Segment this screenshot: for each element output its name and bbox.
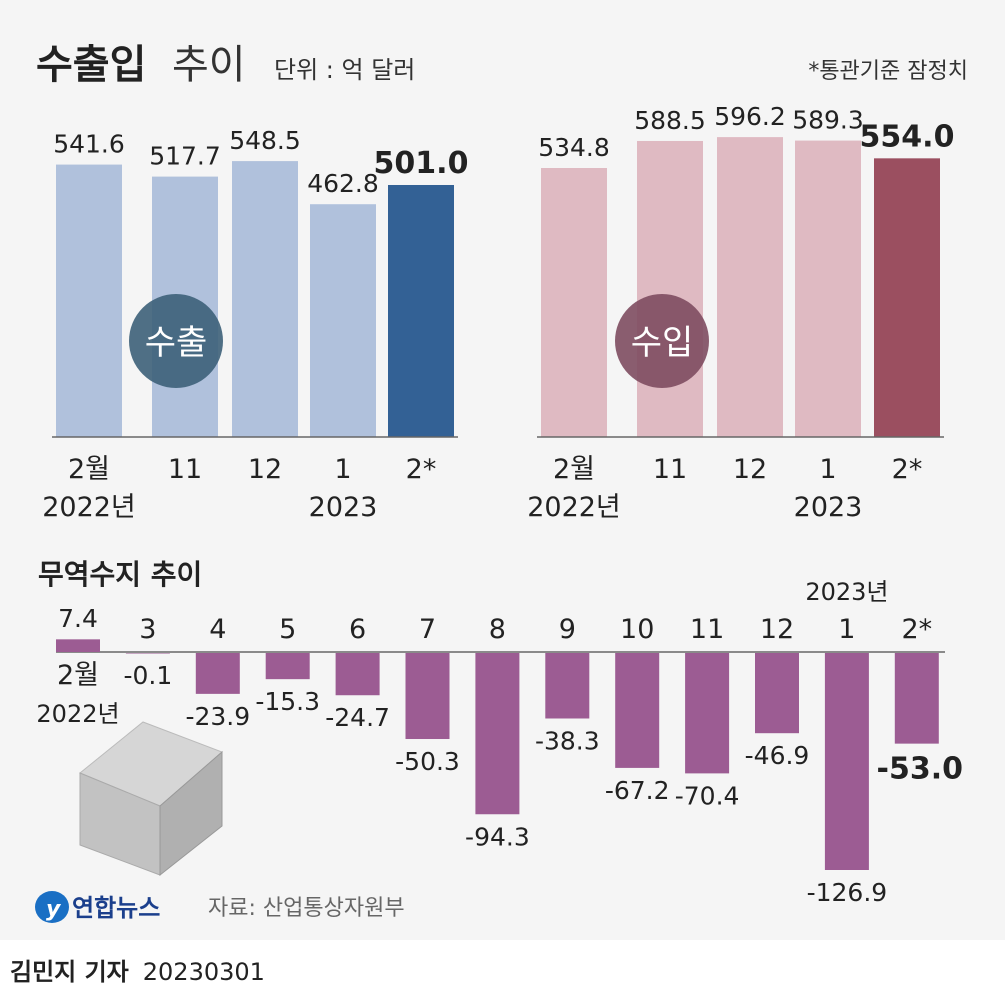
bar — [755, 653, 799, 734]
value-label: -0.1 — [124, 661, 173, 690]
value-label: 517.7 — [149, 142, 221, 171]
x-tick-label: 11 — [653, 454, 687, 485]
bar — [874, 158, 940, 437]
x-tick-label: 10 — [620, 614, 654, 645]
value-label: -50.3 — [395, 747, 460, 776]
x-tick-label: 1 — [838, 614, 855, 645]
bar — [232, 161, 298, 438]
x-tick-label: 9 — [559, 614, 576, 645]
value-label: -24.7 — [325, 703, 390, 732]
value-label: -94.3 — [465, 822, 530, 851]
bar — [637, 140, 703, 437]
x-tick-label: 1 — [334, 454, 351, 485]
bar — [685, 653, 730, 774]
x-tick-label: 5 — [279, 614, 296, 645]
year-label: 2022년 — [36, 700, 119, 728]
title-bold: 수출입 — [36, 42, 146, 88]
value-label: 548.5 — [229, 126, 301, 155]
series-badge — [615, 294, 709, 388]
x-tick-label: 2월 — [553, 454, 595, 485]
year-label: 2023 — [794, 492, 863, 523]
x-tick-label: 4 — [209, 614, 226, 645]
source-label: 자료: 산업통상자원부 — [208, 896, 405, 921]
year-label: 2022년 — [42, 492, 136, 523]
bar — [541, 167, 607, 437]
value-label: 589.3 — [792, 106, 864, 135]
bar — [475, 653, 520, 815]
bar — [195, 653, 240, 694]
value-label: 462.8 — [307, 169, 379, 198]
x-tick-label: 6 — [349, 614, 366, 645]
svg-text:y: y — [46, 897, 62, 922]
x-tick-label: 2* — [892, 454, 923, 485]
value-label: -53.0 — [877, 752, 963, 787]
chart-canvas: 수출입 추이 단위 : 억 달러 *통관기준 잠정치 무역수지 추이 541.6… — [35, 42, 968, 923]
value-label: -46.9 — [745, 741, 810, 770]
export-chart: 541.6 2월 2022년 517.7 11 548.5 12 462.8 1 2023 501.… — [42, 126, 468, 523]
container-illustration — [79, 721, 223, 877]
byline: 김민지 기자 20230301 — [10, 952, 265, 987]
value-label: 554.0 — [860, 119, 955, 154]
x-tick-label: 1 — [819, 454, 836, 485]
bar — [335, 653, 380, 696]
value-label: 7.4 — [58, 604, 98, 633]
svg-text:연합뉴스: 연합뉴스 — [72, 894, 160, 922]
bar — [405, 653, 450, 740]
x-tick-label: 11 — [168, 454, 202, 485]
series-badge — [129, 294, 223, 388]
unit-label: 단위 : 억 달러 — [274, 56, 415, 84]
bar — [824, 653, 869, 870]
series-label: 수입 — [631, 323, 694, 363]
date: 20230301 — [142, 958, 265, 986]
x-tick-label: 2* — [406, 454, 437, 485]
bar — [717, 137, 783, 438]
value-label: -70.4 — [675, 781, 740, 810]
note-label: *통관기준 잠정치 — [808, 59, 968, 84]
value-label: -23.9 — [185, 702, 250, 731]
series-label: 수출 — [145, 323, 208, 363]
x-tick-label: 2월 — [57, 660, 99, 691]
bar — [56, 639, 100, 652]
balance-chart: 7.4 2월 2022년 3 -0.1 4 -23.9 5 -15.3 6 -24.7 7 -50.3 8… — [36, 578, 963, 907]
value-label: 596.2 — [714, 102, 786, 131]
value-label: 501.0 — [374, 146, 469, 181]
x-tick-label: 8 — [489, 614, 506, 645]
value-label: -67.2 — [605, 776, 670, 805]
x-tick-label: 3 — [139, 614, 156, 645]
value-label: 534.8 — [538, 133, 610, 162]
value-label: -126.9 — [807, 878, 888, 907]
import-chart: 534.8 2월 2022년 588.5 11 596.2 12 589.3 1 2023 554.… — [527, 102, 954, 523]
bar — [388, 184, 454, 437]
balance-title: 무역수지 추이 — [38, 558, 202, 591]
value-label: 588.5 — [634, 106, 706, 135]
year-label: 2022년 — [527, 492, 621, 523]
bar — [56, 164, 122, 437]
value-label: 541.6 — [53, 130, 125, 159]
value-label: -15.3 — [255, 687, 320, 716]
bar — [894, 653, 939, 744]
x-tick-label: 2월 — [68, 454, 110, 485]
bar — [795, 140, 861, 438]
infographic: 수출입 추이 단위 : 억 달러 *통관기준 잠정치 무역수지 추이 541.6… — [35, 42, 968, 923]
bar — [545, 653, 590, 719]
bar — [310, 204, 376, 437]
bar — [125, 653, 170, 654]
x-tick-label: 12 — [733, 454, 767, 485]
bar — [615, 653, 660, 768]
title-light: 추이 — [172, 42, 246, 88]
x-tick-label: 7 — [419, 614, 436, 645]
x-tick-label: 12 — [760, 614, 794, 645]
x-tick-label: 11 — [690, 614, 724, 645]
reporter-name: 김민지 기자 — [10, 958, 129, 986]
yonhap-logo: y 연합뉴스 — [35, 891, 160, 923]
x-tick-label: 12 — [248, 454, 282, 485]
bar — [265, 653, 310, 680]
year-label: 2023년 — [805, 578, 888, 606]
x-tick-label: 2* — [901, 614, 932, 645]
value-label: -38.3 — [535, 726, 600, 755]
year-label: 2023 — [309, 492, 378, 523]
